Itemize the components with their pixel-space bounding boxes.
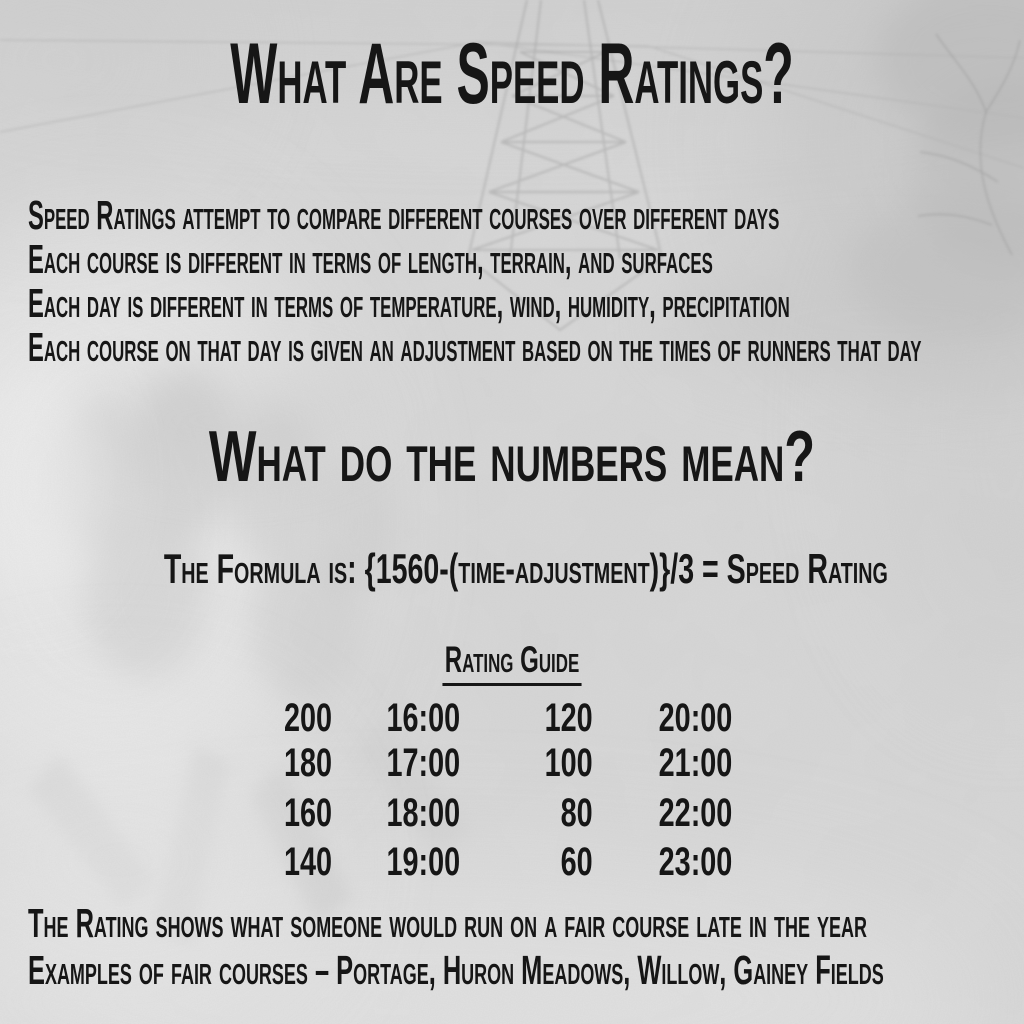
intro-line-2: Each course is different in terms of len… <box>28 236 713 282</box>
time-value: 22:00 <box>658 791 733 835</box>
rating-table-row: 200 16:00 120 20:00 <box>143 698 880 740</box>
rating-value: 180 <box>283 741 332 785</box>
rating-table-row: 140 19:00 60 23:00 <box>143 842 880 884</box>
time-value: 23:00 <box>658 840 733 884</box>
rating-value: 140 <box>283 840 332 884</box>
rating-guide-heading: Rating Guide <box>442 641 582 686</box>
time-value: 21:00 <box>658 741 733 785</box>
rating-table-row: 180 17:00 100 21:00 <box>143 743 880 785</box>
intro-line-1: Speed Ratings attempt to compare differe… <box>28 192 780 238</box>
time-value: 18:00 <box>386 791 461 835</box>
rating-value: 160 <box>283 791 332 835</box>
rating-value: 120 <box>544 696 593 740</box>
rating-value: 60 <box>560 840 593 884</box>
footer-note-fair-course: The Rating shows what someone would run … <box>28 900 867 946</box>
rating-value: 80 <box>560 791 593 835</box>
rating-guide-heading-row: Rating Guide <box>179 641 845 686</box>
rating-value: 200 <box>283 696 332 740</box>
time-value: 19:00 <box>386 840 461 884</box>
section-title-numbers: What do the numbers mean? <box>208 417 816 497</box>
rating-table-row: 160 18:00 80 22:00 <box>143 793 880 835</box>
intro-line-3: Each day is different in terms of temper… <box>28 280 790 326</box>
page-title: What Are Speed Ratings? <box>230 26 794 122</box>
time-value: 17:00 <box>386 741 461 785</box>
intro-line-4: Each course on that day is given an adju… <box>28 324 922 370</box>
rating-value: 100 <box>544 741 593 785</box>
formula-text: The Formula is: {1560-(time-adjustment)}… <box>163 545 888 592</box>
time-value: 20:00 <box>658 696 733 740</box>
time-value: 16:00 <box>386 696 461 740</box>
footer-note-examples: Examples of fair courses – Portage, Huro… <box>28 947 884 993</box>
